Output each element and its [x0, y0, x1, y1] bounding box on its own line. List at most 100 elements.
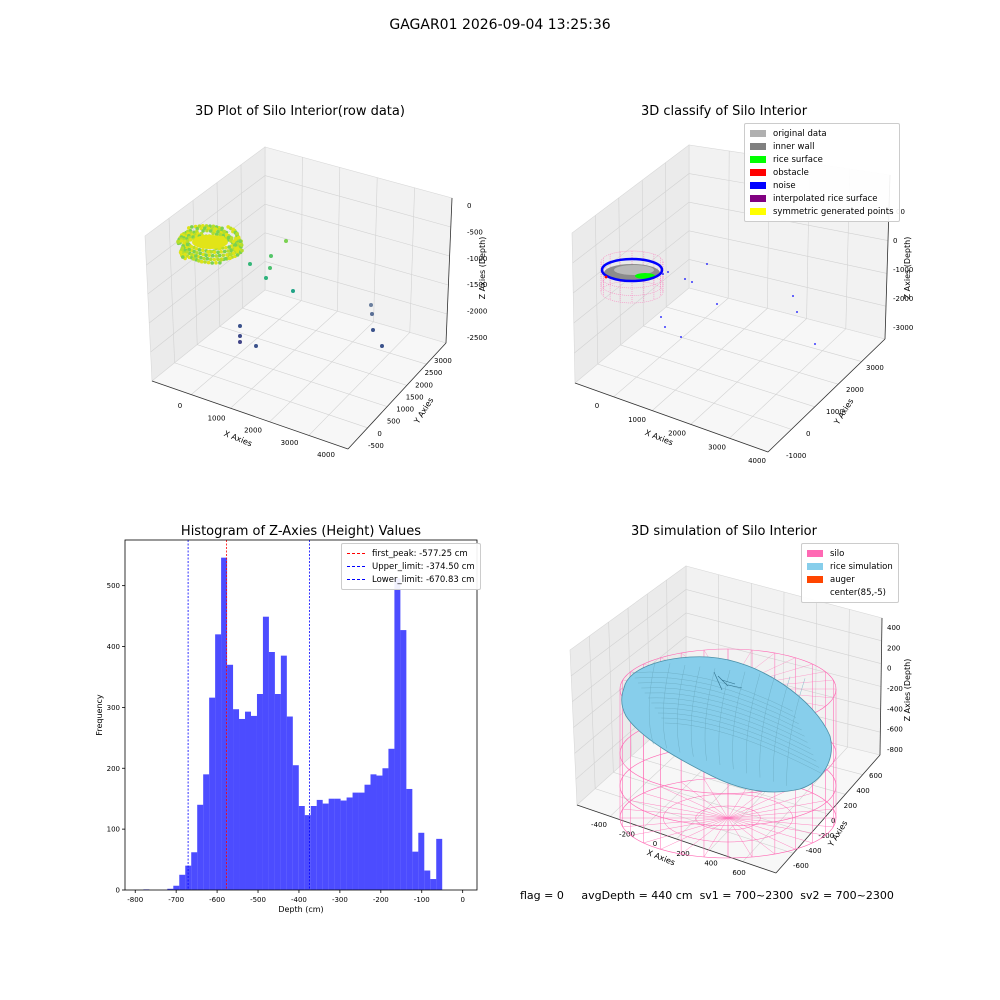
p2-original-data [614, 265, 654, 275]
histogram-bar [310, 806, 317, 890]
p1-data-point [206, 260, 211, 265]
p4-auger-mark [727, 684, 743, 689]
p4-z-tick-label: 200 [887, 644, 900, 652]
p1-data-point [216, 250, 220, 255]
p4-rice-surface [621, 656, 832, 793]
p2-z-tick-label: -1000 [893, 266, 913, 274]
p4-x-tick-label: 600 [732, 869, 745, 877]
histogram-bar [334, 798, 341, 890]
histogram-bar [304, 815, 311, 890]
p1-data-point [231, 227, 235, 232]
p1-data-point [228, 252, 233, 257]
histogram-bar [203, 774, 210, 890]
p1-grid-z [150, 261, 448, 353]
p1-z-tick-label: 0 [467, 202, 471, 210]
p1-data-point [238, 334, 242, 338]
p4-legend-swatch [807, 576, 823, 583]
histogram-bar [358, 792, 365, 890]
p2-legend-entry: inner wall [750, 140, 894, 153]
p4-silo-spoke [727, 800, 826, 819]
p2-legend-swatch [750, 143, 766, 150]
histogram-y-axis-label: Frequency [95, 694, 104, 736]
p1-data-point [201, 229, 205, 233]
p1-data-point [201, 248, 205, 252]
histogram-x-tick-label: -800 [127, 896, 143, 904]
histogram-bar [418, 832, 425, 890]
p4-rice-mesh [662, 663, 671, 749]
histogram-bar [173, 885, 180, 890]
p1-data-point [291, 289, 295, 293]
p2-grid-y [641, 180, 839, 385]
p4-silo-spoke [727, 817, 775, 855]
p1-data-point [210, 261, 214, 265]
histogram-bar [167, 888, 174, 890]
p2-legend-swatch [750, 169, 766, 176]
panel3-title: Histogram of Z-Axies (Height) Values [180, 524, 422, 539]
p4-rice-mesh [745, 673, 761, 774]
histogram-bar [197, 804, 204, 890]
histogram-y-tick-label: 0 [116, 887, 120, 895]
p1-data-point [207, 253, 212, 258]
p1-data-point [224, 245, 228, 250]
p1-data-point [203, 226, 207, 230]
p1-y-tick-label: 3000 [434, 357, 452, 365]
p1-x-tick-label: 1000 [208, 414, 226, 422]
p1-data-point [234, 247, 238, 251]
p1-y-tick-label: 0 [377, 430, 381, 438]
histogram-y-tick-label: 500 [107, 582, 120, 590]
p1-data-point [240, 248, 244, 253]
p2-y-axis [767, 338, 886, 453]
p4-silo-spoke [622, 808, 729, 819]
p2-y-tick-label: 2000 [846, 386, 864, 394]
p1-z-tick-label: -1500 [467, 281, 487, 289]
p1-data-point [238, 324, 242, 328]
p1-data-point [284, 239, 288, 243]
p2-legend-label: interpolated rice surface [773, 193, 878, 204]
p2-noise-point [667, 271, 669, 273]
histogram-bar [292, 765, 299, 890]
p2-grid-y [618, 197, 815, 408]
p1-grid-x [308, 187, 415, 436]
p2-z-tick-partial: 00 [896, 208, 905, 216]
p4-silo-spoke [630, 817, 729, 836]
p1-x-tick-label: 4000 [317, 451, 335, 459]
p1-data-point [228, 256, 232, 261]
histogram-bar [322, 803, 329, 890]
p4-z-tick-label: -400 [887, 705, 903, 713]
p2-noise-point [680, 336, 682, 338]
p2-noise-point [792, 295, 794, 297]
p2-grid-y [595, 215, 792, 430]
p1-data-point [229, 236, 234, 240]
histogram-bar [221, 557, 228, 890]
p1-data-point [231, 239, 236, 244]
histogram-bar [191, 852, 198, 890]
p4-silo-spoke [660, 817, 729, 850]
p4-silo-spoke [681, 817, 729, 855]
p4-rice-mesh [634, 677, 796, 718]
histogram-bar [406, 788, 413, 890]
p4-auger-mark [721, 679, 736, 685]
p2-legend-swatch [750, 130, 766, 137]
p1-z-axis [445, 197, 453, 344]
p4-y-tick-label: 400 [856, 787, 869, 795]
p4-x-axis [576, 804, 777, 874]
p1-data-point [199, 226, 203, 231]
p4-silo-spoke [727, 817, 813, 844]
p2-x-tick-label: 4000 [748, 457, 766, 465]
histogram-bar [400, 630, 407, 890]
histogram-bar [364, 784, 371, 890]
p4-x-tick-label: -200 [619, 831, 635, 839]
histogram-bar [286, 716, 293, 890]
p2-noise-point [814, 343, 816, 345]
p4-silo-spoke [630, 800, 729, 819]
p4-rice-mesh [657, 712, 817, 762]
p2-legend-swatch [750, 208, 766, 215]
p4-silo-spoke [681, 781, 729, 819]
p2-z-tick-label: -3000 [893, 324, 913, 332]
p2-legend-swatch [750, 195, 766, 202]
p1-surface-point [192, 235, 228, 249]
p4-x-tick-label: 200 [676, 850, 689, 858]
p2-legend-entry: rice surface [750, 153, 894, 166]
p1-data-point [179, 239, 184, 243]
